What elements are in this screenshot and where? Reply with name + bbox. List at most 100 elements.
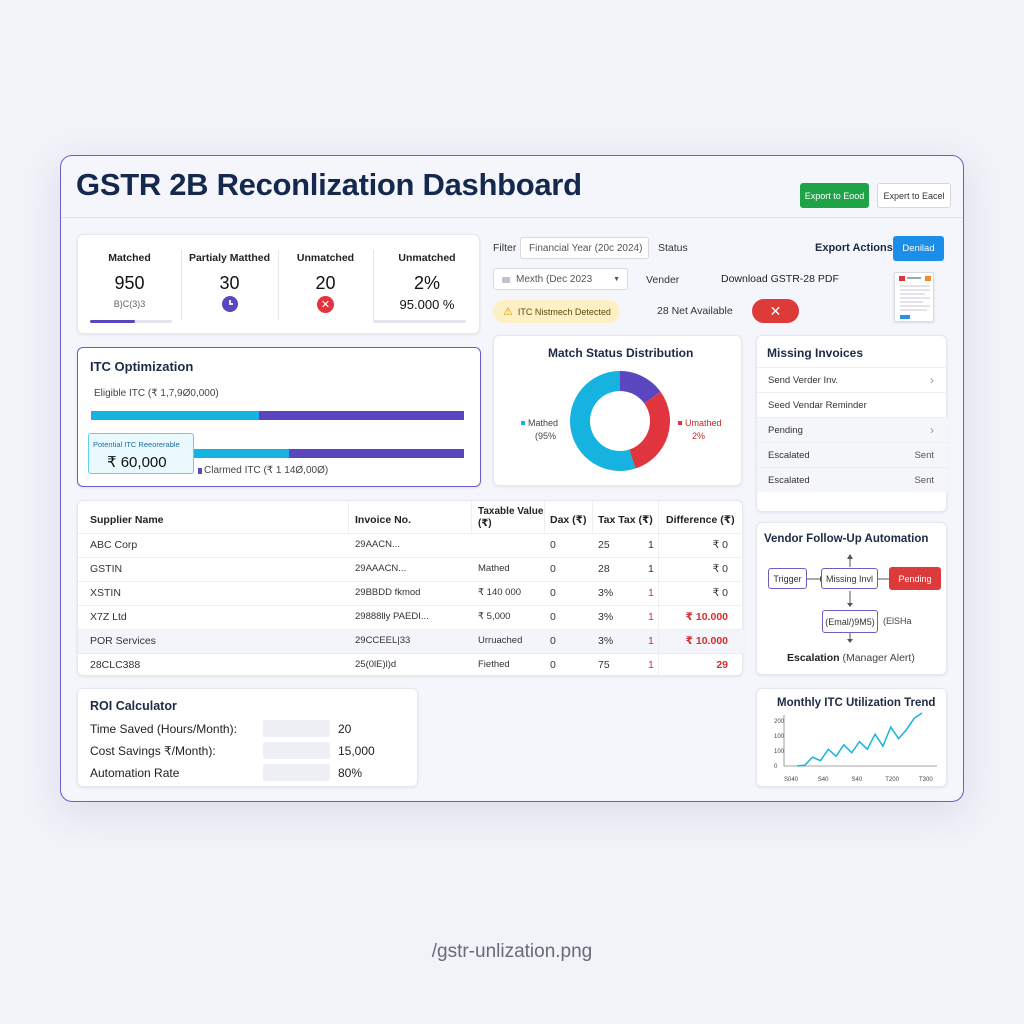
legend-unmatched-value: 2% <box>692 431 706 441</box>
x-tick-label: T300 <box>919 777 933 783</box>
cell-vline <box>658 581 659 605</box>
supplier-cell[interactable]: ABC Corp <box>90 539 138 551</box>
donut-slice[interactable] <box>570 371 636 471</box>
x-tick-label: S40 <box>852 777 863 783</box>
download-pdf-label[interactable]: Download GSTR-28 PDF <box>721 273 839 285</box>
financial-year-select[interactable]: Financial Year (20c 2024) <box>520 237 649 259</box>
month-select[interactable]: Mexth (Dec 2023 ▼ <box>493 268 628 290</box>
donut-slice[interactable] <box>620 371 661 404</box>
supplier-cell[interactable]: XSTIN <box>90 587 121 599</box>
claimed-itc-label: Clarmed ITC (₹ 1 14Ø,00Ø) <box>204 465 329 476</box>
pending-node[interactable]: Pending <box>889 567 941 590</box>
table-cell: 29 <box>716 659 728 671</box>
net-available-label: 28 Net Available <box>657 305 733 317</box>
table-cell: Fiethed <box>478 659 510 670</box>
page-title: GSTR 2B Reconlization Dashboard <box>76 167 582 202</box>
supplier-cell[interactable]: 28CLC388 <box>90 659 141 671</box>
header-vline <box>348 501 349 533</box>
supplier-cell[interactable]: GSTIN <box>90 563 123 575</box>
export-primary-button[interactable]: Export to Eood <box>800 183 869 208</box>
vendor-title: Vendor Follow-Up Automation <box>764 533 929 545</box>
roi-input-box[interactable] <box>263 742 330 759</box>
donut-slice[interactable] <box>629 391 670 469</box>
legend-unmatched-label: Umathed <box>685 418 722 428</box>
roi-input-box[interactable] <box>263 720 330 737</box>
potential-itc-box[interactable]: Potential ITC Reeorerable ₹ 60,000 <box>88 433 194 474</box>
table-cell: 25 <box>598 539 610 551</box>
table-cell: ₹ 0 <box>712 587 728 599</box>
stat-unmatched[interactable]: Unmatched 20 ✕ <box>278 235 373 335</box>
chevron-right-icon: › <box>930 373 934 387</box>
stat-value: 2% <box>413 273 440 293</box>
missing-row-label: Escalated <box>768 474 810 486</box>
roi-value: 80% <box>338 766 363 780</box>
y-tick-label: 100 <box>774 734 785 740</box>
table-cell: 3% <box>598 587 614 599</box>
stat-value: 950 <box>114 273 145 293</box>
stats-card: Matched 950 B)C(3)3 Partialy Matthed 30 … <box>77 234 480 334</box>
missing-row[interactable]: Send Verder Inv. › <box>757 367 948 392</box>
month-select-value: Mexth (Dec 2023 <box>516 273 593 285</box>
y-tick-label: 200 <box>774 719 785 725</box>
email-node[interactable]: (Emal/)9M5) <box>822 610 878 633</box>
escalation-sub: (Manager Alert) <box>842 652 915 664</box>
table-cell: Urruached <box>478 635 523 646</box>
cell-vline <box>658 653 659 677</box>
roi-input-box[interactable] <box>263 764 330 781</box>
stat-label: Unmatched <box>296 252 355 264</box>
close-icon: ✕ <box>769 302 782 319</box>
table-cell: 0 <box>550 563 556 575</box>
missing-invoice-node[interactable]: Missing Invl <box>821 568 878 589</box>
header-vline <box>544 501 545 533</box>
trigger-node[interactable]: Trigger <box>768 568 807 589</box>
stat-label: Partialy Matthed <box>188 252 271 264</box>
error-x-icon: ✕ <box>317 296 334 313</box>
missing-row[interactable]: Escalated Sent <box>757 467 948 492</box>
stat-partial[interactable]: Partialy Matthed 30 <box>181 235 278 335</box>
col-difference[interactable]: Difference (₹) <box>666 514 735 526</box>
row-divider <box>78 557 744 558</box>
table-cell: 0 <box>550 539 556 551</box>
supplier-cell[interactable]: X7Z Ltd <box>90 611 127 623</box>
export-excel-button[interactable]: Expert to Eacel <box>877 183 951 208</box>
missing-row[interactable]: Pending › <box>757 417 948 442</box>
stat-value: 20 <box>315 273 336 293</box>
missing-row-label: Escalated <box>768 449 810 461</box>
col-invoice[interactable]: Invoice No. <box>355 514 412 526</box>
eligible-itc-label: Eligible ITC (₹ 1,7,9Ø0,000) <box>94 388 219 399</box>
stat-unmatched-pct[interactable]: Unmatched 2% 95.000 % <box>373 235 481 335</box>
trend-title: Monthly ITC Utilization Trend <box>777 697 936 709</box>
missing-row[interactable]: Escalated Sent <box>757 442 948 467</box>
legend-matched-value: (95% <box>535 431 557 441</box>
table-cell: 28 <box>598 563 610 575</box>
missing-row-label: Pending <box>768 424 803 436</box>
clock-icon <box>222 296 238 312</box>
row-divider <box>78 653 744 654</box>
stat-matched[interactable]: Matched 950 B)C(3)3 <box>78 235 181 335</box>
table-cell: 29CCEEL|33 <box>355 635 411 646</box>
match-donut-chart <box>570 371 670 471</box>
table-cell: 3% <box>598 635 614 647</box>
close-button[interactable]: ✕ <box>752 299 799 323</box>
missing-row-label: Seed Vendar Reminder <box>768 399 867 411</box>
export-actions-label: Export Actions <box>815 242 893 254</box>
y-tick-label: 100 <box>774 749 785 755</box>
col-tax[interactable]: Tax Tax (₹) <box>598 514 653 526</box>
col-supplier[interactable]: Supplier Name <box>90 514 164 526</box>
filter-label: Filter <box>493 242 517 254</box>
table-cell: 0 <box>550 611 556 623</box>
table-cell: 29AACN... <box>355 539 400 550</box>
missing-row-label: Send Verder Inv. <box>768 374 839 386</box>
col-dax[interactable]: Dax (₹) <box>550 514 587 526</box>
table-cell: 29BBDD fkmod <box>355 587 421 598</box>
download-button[interactable]: Denilad <box>893 236 944 261</box>
mismatch-badge[interactable]: ⚠ ITC Nistmech Detected <box>493 300 620 323</box>
potential-itc-label: Potential ITC Reeorerable <box>93 440 180 449</box>
table-cell: 0 <box>550 635 556 647</box>
pdf-document-icon[interactable] <box>894 272 934 322</box>
missing-row[interactable]: Seed Vendar Reminder <box>757 392 948 417</box>
supplier-cell[interactable]: POR Services <box>90 635 156 647</box>
header-vline <box>592 501 593 533</box>
roi-label: Time Saved (Hours/Month): <box>90 722 237 736</box>
col-taxable[interactable]: Taxable Value (₹) <box>478 506 544 529</box>
